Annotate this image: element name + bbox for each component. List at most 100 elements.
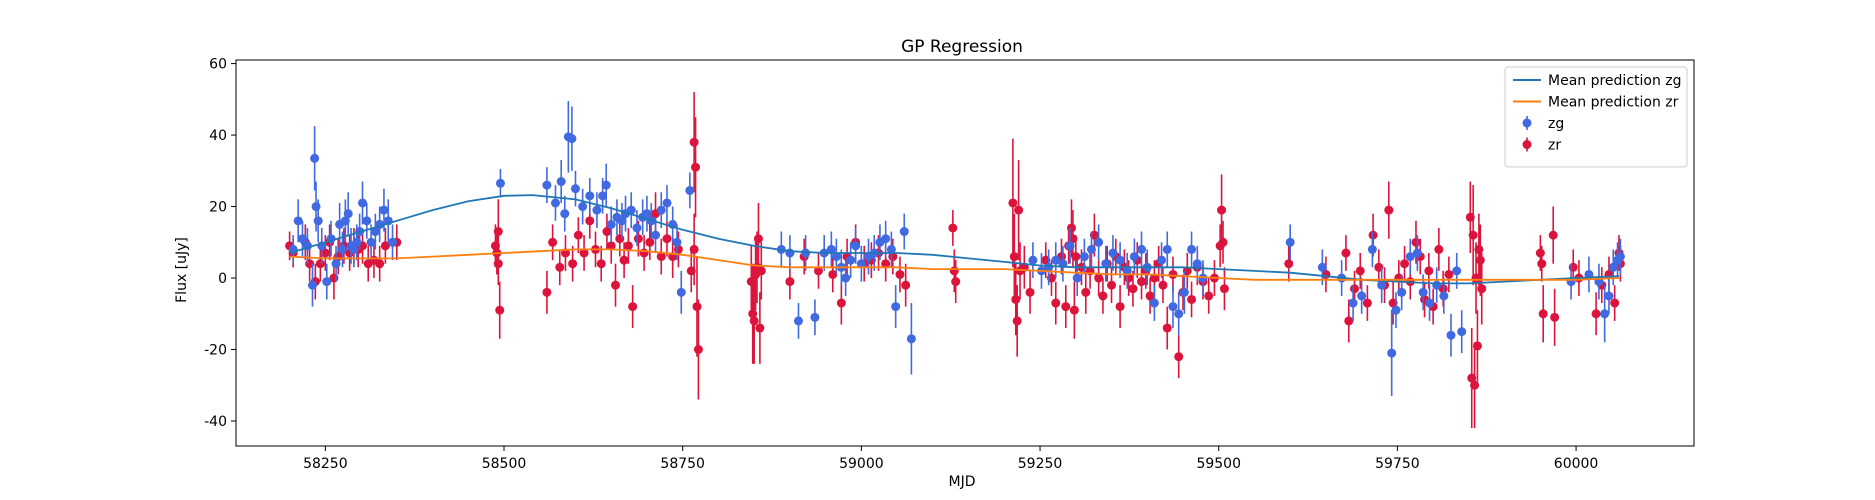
zr-point — [756, 242, 766, 300]
zr-point — [1538, 285, 1548, 343]
zg-point — [307, 263, 317, 307]
zr-point — [746, 245, 756, 318]
zg-point — [1192, 245, 1202, 282]
zg-point — [556, 160, 566, 203]
x-tick-label: 58500 — [482, 456, 527, 472]
zr-point — [1477, 253, 1487, 325]
zr-point — [753, 202, 763, 275]
zg-point — [831, 238, 841, 275]
legend: Mean prediction zg Mean prediction zr zg zr — [1504, 66, 1688, 168]
zg-point — [322, 263, 332, 300]
zg-point — [1608, 249, 1618, 286]
zr-point — [1187, 281, 1197, 318]
y-axis-title: Flux [uJy] — [174, 237, 190, 303]
zg-point — [297, 220, 307, 257]
zr-point — [1537, 245, 1547, 282]
zr-point — [813, 253, 823, 289]
zr-point — [628, 285, 638, 329]
zg-point — [891, 285, 901, 329]
legend-marker-swatch — [1522, 140, 1532, 149]
zr-point — [1475, 224, 1485, 296]
zg-point — [1357, 278, 1367, 314]
x-tick-label: 60000 — [1554, 456, 1599, 472]
zg-point — [1584, 256, 1594, 293]
zr-point — [1384, 181, 1394, 239]
zr-point — [951, 260, 961, 304]
legend-label: zg — [1548, 116, 1564, 132]
zg-point — [1615, 238, 1625, 275]
zg-point — [1087, 231, 1097, 268]
zr-point — [602, 213, 612, 250]
zg-point — [1129, 238, 1139, 275]
zr-point — [1094, 260, 1104, 296]
zg-point — [1101, 245, 1111, 282]
zg-point — [1348, 285, 1358, 321]
zg-point — [906, 303, 916, 375]
zg-point — [785, 235, 795, 271]
zg-point — [1168, 285, 1178, 329]
zr-point — [542, 270, 552, 314]
zr-point — [1548, 206, 1558, 264]
zg-point — [651, 217, 661, 253]
zr-point — [1355, 253, 1365, 289]
zg-point — [793, 303, 803, 339]
zr-point — [689, 213, 699, 286]
zg-point — [1157, 242, 1167, 279]
zg-point — [358, 181, 368, 225]
mean-lines — [289, 194, 1620, 285]
zr-point — [1474, 213, 1484, 286]
plot-area — [285, 92, 1625, 429]
zg-point — [1367, 231, 1377, 268]
y-tick-label: 0 — [218, 271, 227, 287]
legend-label: Mean prediction zr — [1548, 95, 1679, 111]
zr-point — [1217, 174, 1227, 246]
zr-point — [1174, 335, 1184, 379]
zg-point — [642, 195, 652, 232]
x-tick-label: 59500 — [1196, 456, 1241, 472]
zg-point — [313, 199, 323, 243]
zr-point — [1014, 160, 1024, 261]
zr-point — [1012, 285, 1022, 357]
zg-point — [601, 163, 611, 207]
zr-point — [568, 245, 578, 282]
zg-point — [1187, 231, 1197, 268]
legend-label: zr — [1548, 138, 1561, 154]
legend-item: Mean prediction zg — [1513, 73, 1682, 89]
zr-point — [1219, 267, 1229, 311]
x-axis-title: MJD — [949, 474, 976, 490]
zg-point — [560, 195, 570, 232]
zr-point — [656, 238, 666, 275]
zg-point — [1079, 238, 1089, 275]
zr-point — [1098, 278, 1108, 314]
zg-point — [662, 185, 672, 221]
zg-point — [685, 172, 695, 209]
zr-point — [1009, 213, 1019, 300]
zg-point — [851, 227, 861, 264]
zr-point — [1115, 285, 1125, 329]
zr-point — [836, 281, 846, 325]
zr-point — [689, 92, 699, 193]
zg-point — [1179, 270, 1189, 314]
mean-line — [289, 194, 1620, 285]
zr-series — [285, 92, 1625, 429]
zr-point — [1145, 278, 1155, 314]
zg-point — [550, 185, 560, 221]
legend-marker-swatch — [1522, 118, 1532, 128]
zr-point — [948, 210, 958, 246]
zr-point — [315, 245, 325, 282]
zr-point — [901, 263, 911, 307]
zg-point — [1108, 235, 1118, 271]
zg-point — [1457, 310, 1467, 354]
zg-point — [1405, 238, 1415, 275]
zr-point — [1158, 267, 1168, 304]
zg-point — [1412, 235, 1422, 271]
zg-point — [1162, 231, 1172, 268]
zg-point — [801, 235, 811, 271]
zg-point — [886, 231, 896, 268]
zr-point — [755, 292, 765, 364]
zr-point — [1472, 310, 1482, 382]
legend-item: Mean prediction zr — [1513, 95, 1679, 111]
zr-point — [623, 227, 633, 264]
zg-point — [1446, 313, 1456, 357]
